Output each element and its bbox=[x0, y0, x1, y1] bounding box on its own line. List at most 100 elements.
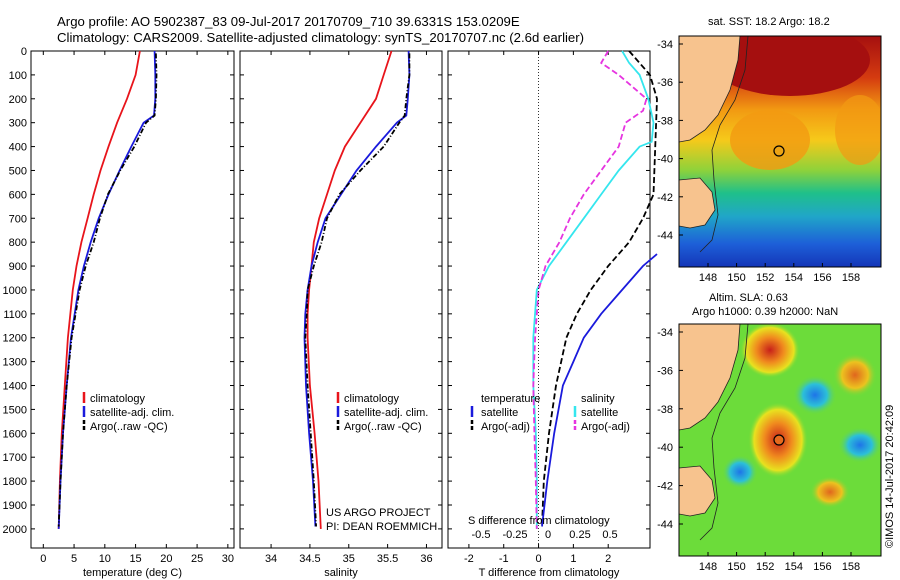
depth-tick-label: 200 bbox=[9, 94, 27, 106]
series-line-salinity-satellite bbox=[532, 50, 648, 529]
depth-tick-label: 1900 bbox=[3, 500, 27, 512]
land-mainland bbox=[679, 324, 741, 431]
temperature-panel bbox=[30, 50, 235, 549]
sla-map-frame bbox=[678, 323, 882, 557]
sst-map-axes: -34 -36 -38 -40 -42 -44 148 150 152 154 156 158 bbox=[657, 39, 860, 284]
map-lon-label: 148 bbox=[699, 272, 717, 284]
x-axis-label: salinity bbox=[324, 567, 358, 579]
map-lat-label: -40 bbox=[657, 442, 673, 454]
s-difference-label: S difference from climatology bbox=[468, 515, 610, 527]
sst-warm-core bbox=[710, 36, 870, 96]
x-axis-label: T difference from climatology bbox=[479, 567, 620, 579]
x-tick-label: 36 bbox=[420, 553, 432, 565]
sla-low-1 bbox=[793, 375, 837, 415]
legend-label-s-argo: Argo(-adj) bbox=[581, 421, 630, 433]
legend-label-argo: Argo(..raw -QC) bbox=[90, 421, 168, 433]
map-lat-label: -36 bbox=[657, 365, 673, 377]
header-line1: Argo profile: AO 5902387_83 09-Jul-2017 … bbox=[57, 14, 520, 29]
map-lon-label: 152 bbox=[756, 272, 774, 284]
pi-label: PI: DEAN ROEMMICH bbox=[326, 521, 437, 533]
sst-warm-eddy bbox=[730, 110, 810, 170]
x-tick-label: 5 bbox=[71, 553, 77, 565]
x-tick-label: -1 bbox=[499, 553, 509, 565]
map-lon-label: 152 bbox=[756, 561, 774, 573]
difference-legend: temperature satellite Argo(-adj) salinit… bbox=[468, 393, 630, 527]
salinity-chart: 34 34.5 35 35.5 36 salinity bbox=[265, 50, 433, 579]
x-tick-label: 0 bbox=[535, 553, 541, 565]
sla-map: Altim. SLA: 0.63 Argo h1000: 0.39 h2000:… bbox=[657, 292, 882, 573]
map-lon-label: 154 bbox=[785, 272, 803, 284]
difference-panel bbox=[447, 50, 651, 549]
imos-credit: ©IMOS 14-Jul-2017 20:42:09 bbox=[884, 405, 896, 548]
depth-tick-label: 1300 bbox=[3, 357, 27, 369]
depth-tick-label: 1200 bbox=[3, 333, 27, 345]
legend-label-climatology: climatology bbox=[344, 393, 400, 405]
sla-map-title: Altim. SLA: 0.63 bbox=[709, 292, 788, 304]
legend-label-satellite: satellite-adj. clim. bbox=[344, 407, 428, 419]
depth-contour bbox=[699, 324, 749, 541]
series-line-climatology bbox=[57, 50, 141, 529]
s-tick-label: 0 bbox=[545, 529, 551, 541]
map-lat-label: -34 bbox=[657, 39, 673, 51]
x-tick-label: 1 bbox=[570, 553, 576, 565]
x-tick-label: 34 bbox=[265, 553, 277, 565]
depth-tick-label: 100 bbox=[9, 70, 27, 82]
argo-position-marker bbox=[773, 145, 785, 157]
depth-tick-label: 700 bbox=[9, 213, 27, 225]
salinity-legend: climatology satellite-adj. clim. Argo(..… bbox=[326, 392, 437, 533]
x-tick-label: -2 bbox=[464, 553, 474, 565]
x-tick-label: 0 bbox=[40, 553, 46, 565]
legend-title-temperature: temperature bbox=[481, 393, 540, 405]
sla-high-north bbox=[740, 324, 800, 378]
depth-tick-label: 400 bbox=[9, 142, 27, 154]
depth-contour bbox=[699, 36, 749, 253]
legend-label-satellite: satellite-adj. clim. bbox=[90, 407, 174, 419]
s-tick-label: -0.5 bbox=[472, 529, 491, 541]
map-lon-label: 156 bbox=[813, 272, 831, 284]
depth-tick-label: 900 bbox=[9, 261, 27, 273]
sla-low-2 bbox=[722, 455, 758, 489]
legend-label-s-satellite: satellite bbox=[581, 407, 618, 419]
s-tick-label: 0.25 bbox=[569, 529, 590, 541]
map-lat-label: -44 bbox=[657, 230, 673, 242]
x-tick-label: 30 bbox=[222, 553, 234, 565]
legend-label-climatology: climatology bbox=[90, 393, 146, 405]
depth-tick-label: 300 bbox=[9, 118, 27, 130]
map-lon-label: 148 bbox=[699, 561, 717, 573]
header-line2: Climatology: CARS2009. Satellite-adjuste… bbox=[57, 30, 584, 45]
depth-tick-label: 600 bbox=[9, 189, 27, 201]
series-line-satellite-adj-clim- bbox=[303, 50, 411, 527]
land-tasmania bbox=[679, 465, 716, 517]
map-lon-label: 150 bbox=[727, 272, 745, 284]
map-lon-label: 158 bbox=[842, 561, 860, 573]
x-tick-label: 2 bbox=[605, 553, 611, 565]
map-lat-label: -42 bbox=[657, 481, 673, 493]
sst-map: sat. SST: 18.2 Argo: 18.2 -34 -36 -38 -40 -4… bbox=[657, 16, 882, 284]
map-lat-label: -42 bbox=[657, 192, 673, 204]
x-tick-label: 15 bbox=[129, 553, 141, 565]
map-lat-label: -34 bbox=[657, 327, 673, 339]
legend-title-salinity: salinity bbox=[581, 393, 615, 405]
depth-tick-label: 800 bbox=[9, 237, 27, 249]
sla-map-subtitle: Argo h1000: 0.39 h2000: NaN bbox=[692, 306, 838, 318]
map-lat-label: -44 bbox=[657, 519, 673, 531]
series-line-argo-salinity bbox=[541, 253, 658, 527]
map-lat-label: -36 bbox=[657, 77, 673, 89]
map-lat-label: -38 bbox=[657, 404, 673, 416]
x-tick-label: 10 bbox=[99, 553, 111, 565]
s-tick-label: 0.5 bbox=[602, 529, 617, 541]
s-tick-label: -0.25 bbox=[502, 529, 527, 541]
difference-chart: -2 -1 0 1 2 T difference from climatology -0.5… bbox=[464, 50, 658, 579]
depth-tick-label: 1700 bbox=[3, 452, 27, 464]
sla-low-3 bbox=[838, 427, 881, 463]
x-tick-label: 34.5 bbox=[299, 553, 320, 565]
depth-tick-label: 1100 bbox=[3, 309, 27, 321]
x-tick-label: 25 bbox=[191, 553, 203, 565]
x-tick-label: 35.5 bbox=[377, 553, 398, 565]
depth-tick-label: 2000 bbox=[3, 524, 27, 536]
depth-tick-label: 0 bbox=[21, 46, 27, 58]
sla-high-east bbox=[833, 353, 877, 397]
series-line-argo-temperature bbox=[541, 50, 658, 527]
temperature-chart: 0 5 10 15 20 25 30 temperature (deg C) bbox=[40, 50, 234, 579]
